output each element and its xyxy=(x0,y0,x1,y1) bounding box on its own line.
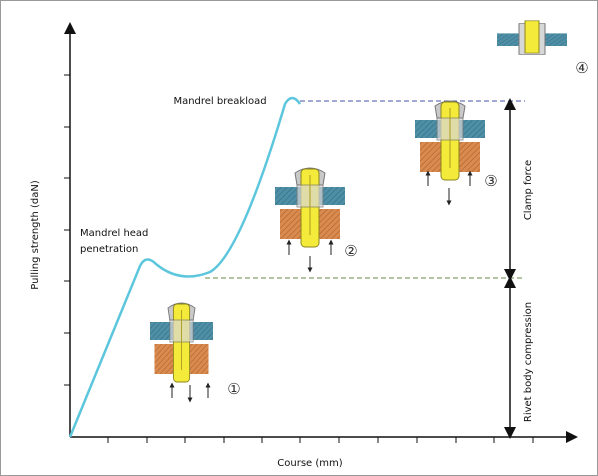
x-axis-label: Course (mm) xyxy=(277,458,342,469)
annotation: penetration xyxy=(80,244,138,255)
step-number: ③ xyxy=(484,172,497,190)
annotation: Rivet body compression xyxy=(523,302,534,422)
annotation: Mandrel head xyxy=(80,228,148,239)
annotation: Clamp force xyxy=(523,160,534,220)
step-number: ④ xyxy=(575,59,588,77)
y-axis-label: Pulling strength (daN) xyxy=(30,180,41,290)
annotation: Mandrel breakload xyxy=(173,96,266,107)
step-number: ① xyxy=(227,380,240,398)
diagram: Mandrel breakload Mandrel head penetrati… xyxy=(0,0,598,476)
step-number: ② xyxy=(344,242,357,260)
